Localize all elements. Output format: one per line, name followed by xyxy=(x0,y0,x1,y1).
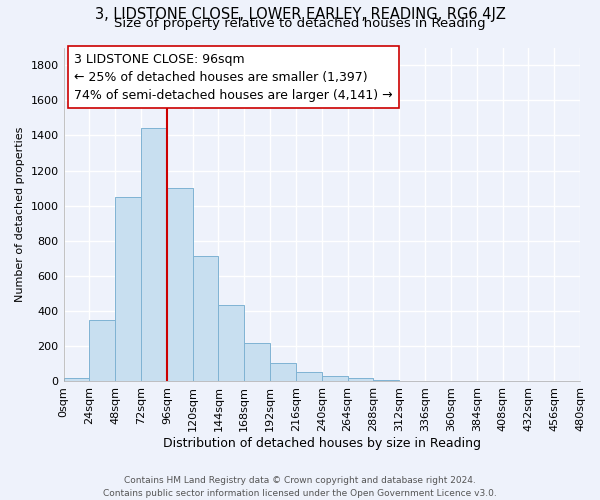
Y-axis label: Number of detached properties: Number of detached properties xyxy=(15,127,25,302)
Bar xyxy=(167,188,193,382)
Text: Contains HM Land Registry data © Crown copyright and database right 2024.
Contai: Contains HM Land Registry data © Crown c… xyxy=(103,476,497,498)
Bar xyxy=(296,372,322,382)
Bar xyxy=(244,343,270,382)
Bar xyxy=(270,363,296,382)
Bar xyxy=(347,378,373,382)
Bar xyxy=(322,376,347,382)
X-axis label: Distribution of detached houses by size in Reading: Distribution of detached houses by size … xyxy=(163,437,481,450)
Bar xyxy=(115,197,141,382)
Bar xyxy=(64,378,89,382)
Bar xyxy=(399,380,425,382)
Bar xyxy=(89,320,115,382)
Bar xyxy=(373,380,399,382)
Text: 3, LIDSTONE CLOSE, LOWER EARLEY, READING, RG6 4JZ: 3, LIDSTONE CLOSE, LOWER EARLEY, READING… xyxy=(95,8,505,22)
Bar xyxy=(193,256,218,382)
Bar xyxy=(218,305,244,382)
Text: 3 LIDSTONE CLOSE: 96sqm
← 25% of detached houses are smaller (1,397)
74% of semi: 3 LIDSTONE CLOSE: 96sqm ← 25% of detache… xyxy=(74,52,392,102)
Text: Size of property relative to detached houses in Reading: Size of property relative to detached ho… xyxy=(114,18,486,30)
Bar xyxy=(141,128,167,382)
